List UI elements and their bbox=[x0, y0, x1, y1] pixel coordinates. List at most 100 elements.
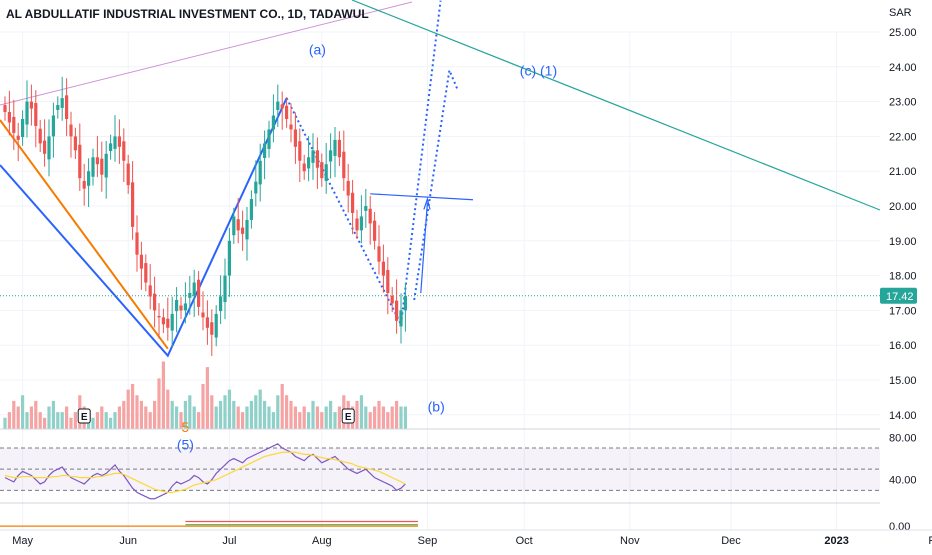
candle bbox=[25, 80, 29, 138]
price-tick-label: 19.00 bbox=[889, 236, 917, 248]
volume-bar bbox=[21, 395, 25, 429]
candle bbox=[390, 287, 394, 313]
candle bbox=[241, 210, 245, 251]
volume-bar bbox=[302, 406, 306, 429]
candle bbox=[315, 137, 319, 189]
candle bbox=[175, 287, 179, 333]
oscillator-pane: 0.00 bbox=[0, 520, 910, 533]
time-axis[interactable]: MayJunJulAugSepOctNovDec2023FebMar bbox=[12, 535, 932, 547]
volume-bar bbox=[60, 412, 64, 429]
volume-bar bbox=[34, 400, 38, 429]
candle-body bbox=[364, 206, 368, 211]
candle bbox=[355, 209, 359, 240]
volume-bar bbox=[280, 384, 284, 429]
channel-line[interactable] bbox=[0, 1, 413, 106]
candle-body bbox=[249, 199, 253, 220]
candle-body bbox=[333, 139, 337, 156]
candle-body bbox=[267, 129, 271, 149]
candle-body bbox=[219, 296, 223, 312]
volume-bar bbox=[289, 400, 293, 429]
currency-label: SAR bbox=[889, 7, 912, 19]
candle bbox=[183, 282, 187, 324]
volume-bar bbox=[236, 406, 240, 429]
candle-body bbox=[289, 124, 293, 130]
candle-body bbox=[95, 157, 99, 165]
volume-bar bbox=[192, 406, 196, 429]
candle bbox=[324, 143, 328, 194]
volume-bar bbox=[126, 389, 130, 429]
wave-label: (c) (1) bbox=[520, 63, 557, 79]
candlestick-series bbox=[3, 76, 407, 356]
candle bbox=[395, 279, 399, 334]
candle-body bbox=[183, 303, 187, 311]
candle bbox=[320, 153, 324, 187]
candle bbox=[3, 96, 7, 121]
candle-body bbox=[403, 295, 407, 311]
blue-wave-zigzag[interactable] bbox=[0, 97, 288, 358]
wave-label: (a) bbox=[309, 42, 326, 58]
candle bbox=[329, 133, 333, 179]
volume-bar bbox=[324, 406, 328, 429]
projected-wave-c[interactable] bbox=[413, 66, 460, 301]
earnings-badge-label: E bbox=[345, 412, 352, 423]
orange-wave-line[interactable] bbox=[0, 119, 169, 350]
projected-wave-up[interactable] bbox=[400, 0, 442, 325]
volume-bar bbox=[157, 378, 161, 429]
candle bbox=[65, 78, 69, 137]
time-tick-label: Nov bbox=[620, 535, 640, 547]
volume-bar bbox=[271, 412, 275, 429]
candle-body bbox=[245, 219, 249, 240]
candle bbox=[333, 127, 337, 178]
wave-label: (b) bbox=[428, 398, 445, 414]
resistance-line[interactable] bbox=[370, 193, 474, 201]
candle bbox=[139, 241, 143, 290]
candle bbox=[117, 119, 121, 164]
candle bbox=[351, 179, 355, 235]
candle bbox=[249, 190, 253, 229]
volume-bar bbox=[267, 406, 271, 429]
price-axis[interactable]: 25.00 24.00 23.00 22.00 21.00 20.00 19.00 18.00… bbox=[880, 27, 917, 422]
candle bbox=[293, 112, 297, 164]
volume-bar bbox=[258, 389, 262, 429]
volume-bar bbox=[364, 406, 368, 429]
candle bbox=[78, 123, 82, 192]
candle-body bbox=[122, 141, 126, 161]
candle bbox=[95, 136, 99, 178]
candle-body bbox=[38, 128, 42, 144]
candle-body bbox=[381, 261, 385, 276]
volume-bar bbox=[16, 406, 20, 429]
time-tick-label: Feb bbox=[928, 535, 932, 547]
candle bbox=[285, 97, 289, 128]
volume-bar bbox=[3, 417, 7, 429]
candle-body bbox=[131, 182, 135, 227]
candle-body bbox=[175, 299, 179, 312]
earnings-badge[interactable]: E bbox=[341, 408, 355, 424]
time-tick-label: Sep bbox=[418, 535, 438, 547]
price-tick-label: 16.00 bbox=[889, 340, 917, 352]
candle-body bbox=[236, 219, 240, 231]
volume-bar bbox=[403, 406, 407, 429]
target-arrow-head bbox=[423, 196, 431, 210]
volume-bar bbox=[386, 412, 390, 429]
candle-body bbox=[179, 305, 183, 311]
rsi-tick-label: 40.00 bbox=[889, 475, 917, 487]
candle-body bbox=[307, 157, 311, 169]
volume-bar bbox=[315, 406, 319, 429]
candle bbox=[214, 305, 218, 347]
wave-label: (5) bbox=[177, 437, 194, 453]
projected-wave-down[interactable] bbox=[285, 97, 402, 325]
last-price-badge bbox=[880, 287, 917, 304]
earnings-badge[interactable]: E bbox=[77, 408, 91, 424]
target-arrow[interactable] bbox=[420, 202, 428, 294]
downtrend-line[interactable] bbox=[351, 0, 881, 211]
rsi-band bbox=[0, 448, 880, 491]
candle-body bbox=[311, 150, 315, 163]
candle bbox=[197, 271, 201, 316]
candle-body bbox=[60, 98, 64, 108]
candle-body bbox=[399, 310, 403, 327]
volume-bar bbox=[254, 395, 258, 429]
volume-bar bbox=[232, 400, 236, 429]
candle bbox=[38, 120, 42, 153]
